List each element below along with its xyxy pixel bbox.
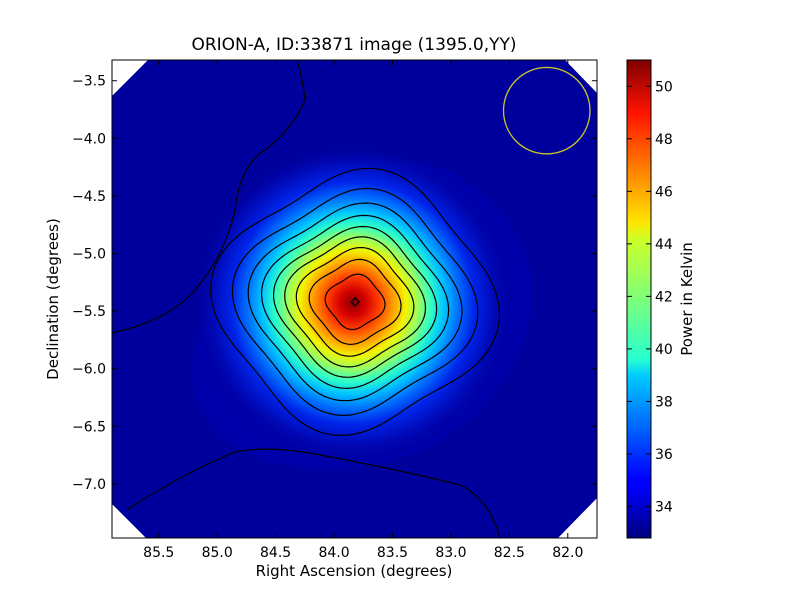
contour-level — [273, 225, 438, 378]
y-tick-label: −6.0 — [72, 362, 106, 378]
colorbar-tick-label: 40 — [655, 342, 673, 358]
x-tick-label: 83.0 — [435, 545, 466, 561]
x-tick-label: 85.0 — [202, 545, 233, 561]
chart-title: ORION-A, ID:33871 image (1395.0,YY) — [191, 35, 516, 55]
source-marker — [350, 296, 361, 307]
mask-corner-bottom-left — [112, 504, 146, 538]
contour-level — [247, 202, 463, 402]
y-tick-label: −5.5 — [72, 304, 106, 320]
mask-corner-bottom-right — [558, 498, 597, 538]
colorbar-tick-label: 36 — [655, 447, 673, 463]
x-tick-label: 85.5 — [143, 545, 174, 561]
colorbar-tick-label: 38 — [655, 394, 673, 410]
colorbar-label: Power in Kelvin — [678, 242, 696, 356]
beam-circle — [502, 66, 591, 155]
colorbar-tick-label: 46 — [655, 184, 673, 200]
y-axis-label: Declination (degrees) — [44, 218, 62, 380]
contour-level — [231, 187, 479, 417]
y-tick-label: −4.0 — [72, 131, 106, 147]
y-tick-label: −7.0 — [72, 477, 106, 493]
contour-level — [324, 273, 386, 331]
x-tick-label: 83.5 — [377, 545, 408, 561]
contour-lines — [112, 60, 501, 538]
colorbar-tick-label: 50 — [655, 79, 673, 95]
contour-background-upper — [112, 60, 306, 334]
colorbar-tick-label: 48 — [655, 132, 673, 148]
y-tick-label: −6.5 — [72, 419, 106, 435]
colorbar-frame — [626, 59, 652, 539]
contour-level — [210, 167, 501, 437]
mask-corner-top-left — [112, 60, 148, 96]
contour-level — [308, 258, 402, 346]
x-axis-label: Right Ascension (degrees) — [256, 562, 453, 580]
image-panel — [112, 60, 597, 538]
x-tick-label: 82.5 — [494, 545, 525, 561]
x-tick-label: 82.0 — [552, 545, 583, 561]
x-axis: 85.5 85.0 84.5 84.0 83.5 83.0 82.5 82.0 — [143, 60, 583, 561]
contour-background-lower — [126, 448, 501, 538]
x-tick-label: 84.0 — [318, 545, 349, 561]
contour-level — [295, 246, 415, 357]
mask-corner-top-right — [565, 60, 597, 93]
contour-level — [260, 214, 450, 390]
plot-frame — [111, 59, 598, 539]
x-tick-label: 84.5 — [260, 545, 291, 561]
contour-level — [284, 236, 426, 368]
colorbar-tick-label: 44 — [655, 237, 673, 253]
colorbar-ticks: 34 36 38 40 42 44 46 48 50 — [627, 79, 673, 515]
y-tick-label: −5.0 — [72, 247, 106, 263]
colorbar-tick-label: 42 — [655, 289, 673, 305]
colorbar — [627, 60, 651, 538]
y-axis: −3.5 −4.0 −4.5 −5.0 −5.5 −6.0 −6.5 −7.0 — [72, 74, 597, 493]
colorbar-tick-label: 34 — [655, 499, 673, 515]
y-tick-label: −4.5 — [72, 189, 106, 205]
y-tick-label: −3.5 — [72, 74, 106, 90]
